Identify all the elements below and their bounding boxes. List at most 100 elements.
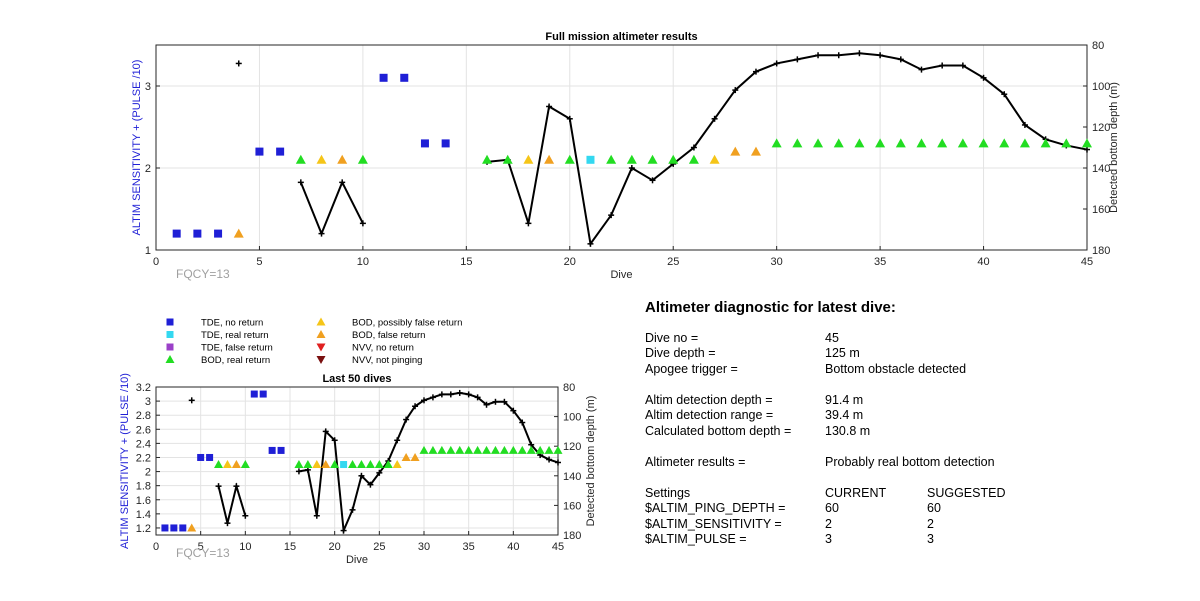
x-tick-label: 45 xyxy=(552,541,564,553)
depth-point xyxy=(339,179,346,186)
dive-no-label: Dive no = xyxy=(645,330,699,345)
dive-no-value: 45 xyxy=(825,330,839,345)
results-value: Probably real bottom detection xyxy=(825,454,995,469)
depth-point xyxy=(367,481,374,488)
x-tick-label: 5 xyxy=(256,256,262,268)
x-tick-label: 25 xyxy=(373,541,385,553)
y-right-tick-label: 120 xyxy=(563,441,581,453)
depth-point xyxy=(711,115,718,122)
legend-label: TDE, real return xyxy=(201,330,269,341)
bod_real_return-marker xyxy=(357,154,368,164)
depth-point xyxy=(233,483,240,490)
depth-point xyxy=(215,483,222,490)
depth-line xyxy=(299,179,364,237)
bod_real_return-marker xyxy=(482,154,493,164)
y-left-axis-label: ALTIM SENSITIVITY + (PULSE /10) xyxy=(131,60,143,236)
diagnostic-title: Altimeter diagnostic for latest dive: xyxy=(645,299,896,316)
bod_real_return-marker xyxy=(978,138,989,148)
depth-point xyxy=(474,394,481,401)
depth-point xyxy=(376,469,383,476)
calculated-depth-row: Calculated bottom depth = 130.8 m xyxy=(645,424,1165,440)
x-tick-label: 40 xyxy=(977,256,989,268)
depth-point xyxy=(794,56,801,63)
y-right-tick-label: 140 xyxy=(1092,163,1110,175)
depth-point xyxy=(358,472,365,479)
depth-point xyxy=(732,87,739,94)
y-right-tick-label: 80 xyxy=(563,382,575,394)
x-tick-label: 0 xyxy=(153,256,159,268)
bod_real_return-marker xyxy=(240,460,250,469)
y-left-tick-label: 2 xyxy=(145,467,151,479)
depth-point xyxy=(313,512,320,519)
bod_real_return-marker xyxy=(553,445,563,454)
current-label: CURRENT xyxy=(825,485,887,500)
legend-item-bod_real_return: BOD, real return xyxy=(165,355,270,366)
settings-header-row: Settings CURRENT SUGGESTED xyxy=(645,486,1165,502)
tde_no_return-marker xyxy=(197,453,205,461)
depth-point xyxy=(295,468,302,475)
bod_real_return-marker xyxy=(668,154,679,164)
bod_real_return-marker xyxy=(482,445,492,454)
depth-point xyxy=(815,52,822,59)
tde_no_return-marker xyxy=(420,139,429,148)
bod_real_return-marker xyxy=(499,445,509,454)
bod_real_return-marker xyxy=(294,460,304,469)
depth-point xyxy=(1021,121,1028,128)
detection-depth-row: Altim detection depth = 91.4 m xyxy=(645,393,1165,409)
y-right-tick-label: 140 xyxy=(563,471,581,483)
legend-marker xyxy=(165,355,175,363)
bod_possibly_false-marker xyxy=(392,460,402,469)
bod_real_return-marker xyxy=(999,138,1010,148)
dive-depth-label: Dive depth = xyxy=(645,346,716,360)
x-tick-label: 20 xyxy=(564,256,576,268)
tde_no_return-marker xyxy=(193,229,202,238)
depth-point xyxy=(525,220,532,227)
depth-point xyxy=(242,512,249,519)
depth-point xyxy=(465,391,472,398)
legend-marker xyxy=(166,331,174,338)
depth-point xyxy=(340,527,347,534)
sensitivity-row: $ALTIM_SENSITIVITY = 2 2 xyxy=(645,517,1165,533)
bod_real_return-marker xyxy=(374,460,384,469)
depth-point xyxy=(501,398,508,405)
depth-point xyxy=(349,506,356,513)
bod_real_return-marker xyxy=(383,460,393,469)
depth-point xyxy=(546,103,553,110)
tde_no_return-marker xyxy=(400,73,409,82)
pulse-row: $ALTIM_PULSE = 3 3 xyxy=(645,532,1165,548)
results-label: Altimeter results = xyxy=(645,454,746,469)
legend-label: BOD, real return xyxy=(201,355,270,366)
chart-full-mission: 0 5 10 15 20 25 30 35 40 45 1 2 3 80 100 120 140 160 180 Fu… xyxy=(131,31,1120,281)
bod_real_return-marker xyxy=(303,460,313,469)
apogee-value: Bottom obstacle detected xyxy=(825,361,967,376)
y-left-tick-label: 2.4 xyxy=(136,438,151,450)
detection-range-row: Altim detection range = 39.4 m xyxy=(645,408,1165,424)
depth-point xyxy=(939,62,946,69)
legend-label: BOD, false return xyxy=(352,330,425,341)
bod_real_return-marker xyxy=(526,445,536,454)
bod_possibly_false-marker xyxy=(222,460,232,469)
depth-point xyxy=(510,407,517,414)
tde_no_return-marker xyxy=(214,229,223,238)
tde_no_return-marker xyxy=(268,446,276,454)
tde_no_return-marker xyxy=(170,524,178,532)
depth-point xyxy=(224,520,231,527)
tde_no_return-marker xyxy=(259,390,267,398)
depth-point xyxy=(331,437,338,444)
x-tick-label: 25 xyxy=(667,256,679,268)
legend-item-bod_possibly_false: BOD, possibly false return xyxy=(316,317,462,329)
legend-label: TDE, false return xyxy=(201,343,273,354)
y-left-tick-label: 2.6 xyxy=(136,424,151,436)
depth-point xyxy=(546,456,553,463)
depth-point xyxy=(403,416,410,423)
y-left-tick-label: 1.2 xyxy=(136,523,151,535)
legend-item-tde_no_return: TDE, no return xyxy=(166,318,263,329)
detection-depth-label: Altim detection depth = xyxy=(645,392,773,407)
depth-point xyxy=(519,419,526,426)
bod_possibly_false-marker xyxy=(312,460,322,469)
y-left-tick-label: 3 xyxy=(145,396,151,408)
y-right-tick-label: 100 xyxy=(563,412,581,424)
fqcy-annotation: FQCY=13 xyxy=(176,546,230,560)
x-tick-label: 15 xyxy=(284,541,296,553)
